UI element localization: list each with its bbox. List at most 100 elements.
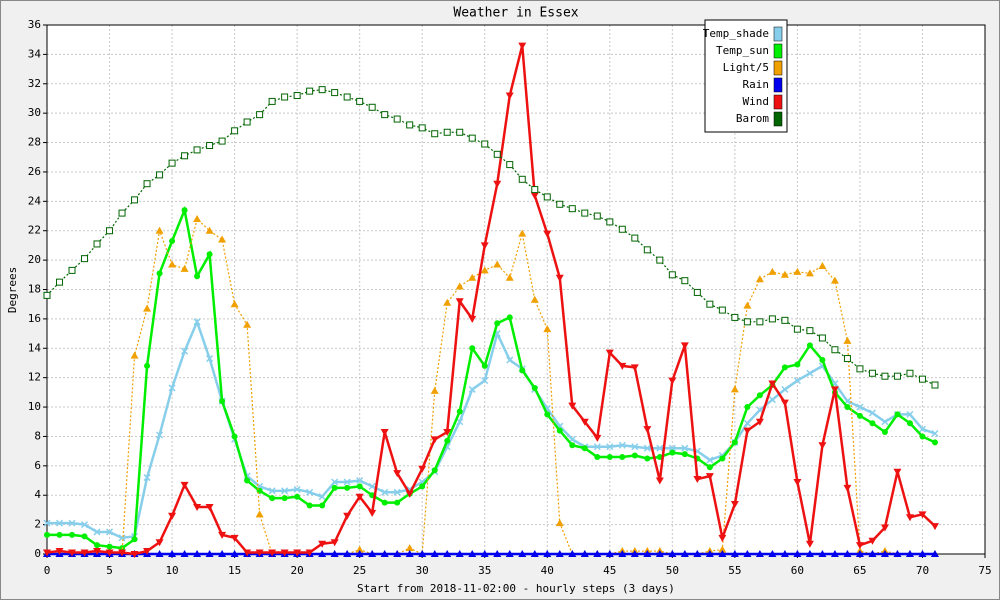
point (631, 443, 639, 451)
y-tick-label: 14 (28, 341, 42, 354)
point (43, 291, 51, 299)
point (481, 362, 488, 369)
point (331, 89, 339, 97)
point (930, 550, 939, 557)
point (819, 357, 826, 364)
point (869, 420, 876, 427)
point (468, 273, 477, 281)
point (881, 418, 889, 426)
point (555, 519, 564, 527)
legend-label: Rain (743, 78, 770, 91)
point (530, 295, 539, 303)
point (518, 42, 527, 50)
legend-swatch (773, 111, 783, 127)
point (843, 484, 852, 492)
point (818, 261, 827, 269)
point (743, 427, 752, 435)
point (505, 273, 514, 281)
point (293, 92, 301, 100)
point (418, 550, 427, 557)
point (268, 487, 276, 495)
point (918, 375, 926, 383)
point (531, 186, 539, 194)
point (394, 499, 401, 506)
point (606, 218, 614, 226)
point (530, 192, 539, 200)
point (905, 550, 914, 557)
point (293, 485, 301, 493)
point (343, 550, 352, 557)
point (918, 550, 927, 557)
point (768, 267, 777, 275)
point (543, 550, 552, 557)
point (755, 418, 764, 426)
point (868, 537, 877, 545)
point (343, 478, 351, 486)
point (155, 226, 164, 234)
point (930, 523, 939, 531)
point (319, 502, 326, 509)
point (644, 455, 651, 462)
point (168, 159, 176, 167)
point (730, 385, 739, 393)
point (781, 385, 789, 393)
point (106, 528, 114, 536)
point (55, 548, 64, 556)
point (93, 548, 102, 556)
point (131, 536, 138, 543)
y-tick-label: 6 (34, 459, 41, 472)
point (318, 540, 327, 548)
point (793, 267, 802, 275)
point (230, 300, 239, 308)
point (718, 306, 726, 314)
point (468, 315, 477, 323)
point (531, 384, 538, 391)
point (593, 443, 601, 451)
point (218, 550, 227, 557)
point (706, 300, 714, 308)
point (256, 111, 264, 119)
point (768, 396, 776, 404)
point (194, 273, 201, 280)
point (180, 550, 189, 557)
x-tick-label: 0 (44, 564, 51, 577)
point (168, 550, 177, 557)
point (843, 336, 852, 344)
point (443, 128, 451, 136)
point (793, 550, 802, 557)
point (444, 437, 451, 444)
point (105, 549, 114, 557)
point (281, 495, 288, 502)
point (681, 444, 689, 452)
point (569, 442, 576, 449)
point (393, 550, 402, 557)
point (418, 465, 427, 473)
point (668, 377, 677, 385)
point (455, 282, 464, 290)
point (493, 150, 501, 158)
point (544, 411, 551, 418)
point (768, 380, 777, 388)
point (468, 134, 476, 142)
x-tick-label: 25 (353, 564, 366, 577)
point (831, 346, 839, 354)
point (855, 542, 864, 550)
point (456, 418, 464, 426)
point (518, 550, 527, 557)
point (381, 499, 388, 506)
point (393, 488, 401, 496)
point (606, 454, 613, 461)
point (80, 549, 89, 557)
point (68, 266, 76, 274)
point (519, 367, 526, 374)
point (355, 493, 364, 501)
point (556, 427, 563, 434)
point (618, 362, 627, 370)
series-line (46, 45, 936, 556)
y-tick-label: 2 (34, 518, 41, 531)
y-tick-label: 36 (28, 18, 41, 31)
point (355, 545, 364, 553)
point (605, 349, 614, 357)
point (181, 152, 189, 160)
